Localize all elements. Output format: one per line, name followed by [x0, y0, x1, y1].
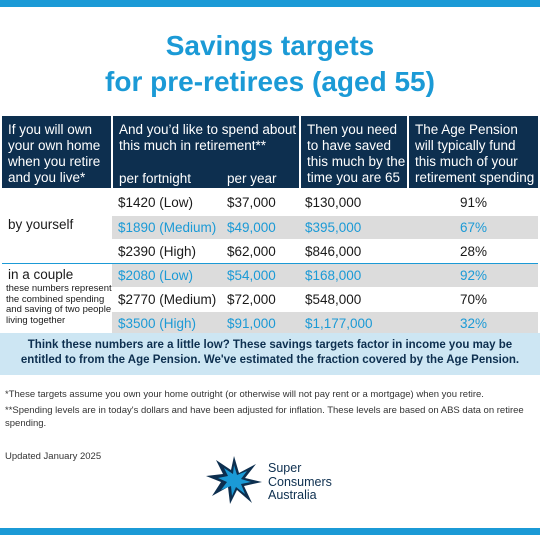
header-living-situation: If you will own your own home when you r… — [8, 122, 101, 185]
header-spending: And you’d like to spend about this much … — [119, 122, 297, 153]
cell-per-fortnight: $2080 (Low) — [118, 268, 194, 283]
cell-per-fortnight: $2390 (High) — [118, 244, 197, 259]
table-row: $1890 (Medium) $49,000 $395,000 67% — [112, 216, 538, 239]
group-label-couple: in a couple — [8, 267, 74, 282]
header-age-pension: The Age Pension will typically fund this… — [415, 122, 535, 185]
cell-per-fortnight: $3500 (High) — [118, 316, 197, 331]
table-row: $2390 (High) $62,000 $846,000 28% — [112, 240, 538, 263]
header-divider — [111, 116, 113, 188]
cell-saved: $548,000 — [305, 292, 362, 307]
cell-per-year: $54,000 — [227, 268, 276, 283]
cell-per-fortnight: $2770 (Medium) — [118, 292, 217, 307]
table-row: $1420 (Low) $37,000 $130,000 91% — [112, 191, 538, 214]
cell-pension: 67% — [459, 220, 487, 235]
cell-per-year: $72,000 — [227, 292, 276, 307]
brand-name: Super Consumers Australia — [268, 461, 332, 503]
cell-per-year: $62,000 — [227, 244, 276, 259]
cell-per-fortnight: $1890 (Medium) — [118, 220, 217, 235]
group-label-yourself: by yourself — [8, 217, 74, 232]
group-note-couple: these numbers represent the combined spe… — [6, 283, 112, 326]
cell-pension: 32% — [459, 316, 487, 331]
savings-table: If you will own your own home when you r… — [2, 116, 538, 335]
table-row: $2080 (Low) $54,000 $168,000 92% — [112, 264, 538, 287]
header-per-year: per year — [227, 171, 277, 186]
brand-line-3: Australia — [268, 488, 317, 502]
cell-pension: 28% — [459, 244, 487, 259]
cell-per-fortnight: $1420 (Low) — [118, 195, 194, 210]
table-header: If you will own your own home when you r… — [2, 116, 538, 188]
cell-pension: 91% — [459, 195, 487, 210]
cell-per-year: $91,000 — [227, 316, 276, 331]
title-line-1: Savings targets — [165, 30, 375, 61]
pension-note-banner: Think these numbers are a little low? Th… — [0, 333, 540, 375]
header-divider — [407, 116, 409, 188]
table-row: $3500 (High) $91,000 $1,177,000 32% — [112, 312, 538, 335]
header-divider — [299, 116, 301, 188]
bottom-accent-bar — [0, 528, 540, 535]
cell-saved: $395,000 — [305, 220, 362, 235]
footnote-home-ownership: *These targets assume you own your home … — [5, 389, 484, 400]
footnote-spending-levels: **Spending levels are in today's dollars… — [5, 405, 524, 429]
cell-pension: 70% — [459, 292, 487, 307]
southern-cross-star-logo — [206, 456, 262, 504]
title-line-2: for pre-retirees (aged 55) — [105, 66, 435, 97]
top-accent-bar — [0, 0, 540, 7]
header-savings-needed: Then you need to have saved this much by… — [307, 122, 406, 185]
cell-saved: $130,000 — [305, 195, 362, 210]
group-divider — [2, 263, 538, 264]
updated-date: Updated January 2025 — [5, 451, 102, 462]
cell-saved: $1,177,000 — [305, 316, 373, 331]
cell-saved: $168,000 — [305, 268, 362, 283]
brand-line-1: Super — [268, 461, 302, 475]
cell-per-year: $49,000 — [227, 220, 276, 235]
cell-pension: 92% — [459, 268, 487, 283]
cell-per-year: $37,000 — [227, 195, 276, 210]
page-title: Savings targets for pre-retirees (aged 5… — [0, 28, 540, 100]
table-row: $2770 (Medium) $72,000 $548,000 70% — [112, 288, 538, 311]
brand-line-2: Consumers — [268, 474, 332, 489]
header-per-fortnight: per fortnight — [119, 171, 192, 186]
cell-saved: $846,000 — [305, 244, 362, 259]
